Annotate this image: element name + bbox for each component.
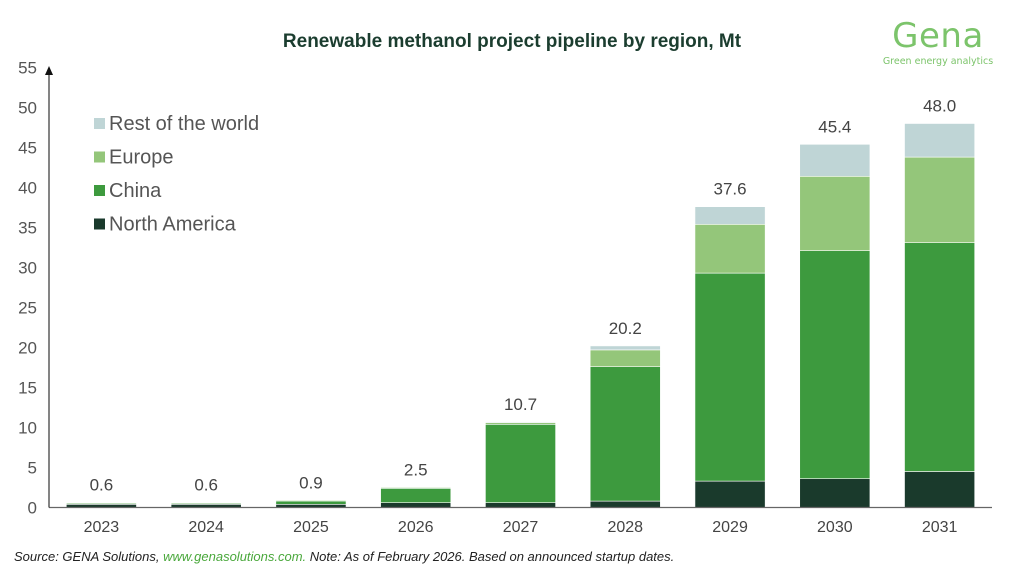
total-data-label: 2.5 xyxy=(404,461,428,480)
bar-segment-north-america xyxy=(799,478,871,508)
y-axis-arrow-icon xyxy=(45,66,53,75)
x-tick-label: 2025 xyxy=(293,519,329,536)
total-data-label: 45.4 xyxy=(818,117,851,136)
legend-swatch xyxy=(94,218,105,230)
y-axis-ticks: 0 5 10 15 20 25 30 35 40 45 50 55 xyxy=(18,59,37,518)
bar-segment-europe xyxy=(275,499,347,502)
bars xyxy=(65,123,976,508)
y-tick-label: 0 xyxy=(28,499,37,518)
source-prefix: Source: GENA Solutions, xyxy=(14,549,164,564)
bar-segment-china xyxy=(904,242,976,472)
y-tick-label: 50 xyxy=(18,99,37,118)
y-tick-label: 40 xyxy=(18,179,37,198)
y-tick-label: 45 xyxy=(18,139,37,158)
bar-segment-china xyxy=(485,423,556,503)
legend-item: North America xyxy=(94,214,237,236)
bar-segment-europe xyxy=(694,224,766,274)
total-data-label: 20.2 xyxy=(609,319,642,338)
legend-item: Europe xyxy=(94,147,174,169)
bar-segment-europe xyxy=(904,156,976,244)
total-data-label: 0.6 xyxy=(90,476,114,495)
bar-segment-europe xyxy=(799,176,871,252)
bar-segment-europe xyxy=(589,349,661,367)
x-tick-label: 2024 xyxy=(188,519,224,536)
bar-segment-europe xyxy=(380,487,452,489)
bar-segment-rest-of-the-world xyxy=(799,144,871,177)
bar-segment-europe xyxy=(170,502,242,504)
y-tick-label: 25 xyxy=(18,299,37,318)
gena-logo: Gena Green energy analytics xyxy=(868,18,1008,67)
legend-label: North America xyxy=(109,214,237,236)
bar-segment-china xyxy=(380,487,452,503)
total-data-label: 48.0 xyxy=(923,97,956,116)
bar-segment-rest-of-the-world xyxy=(589,345,661,351)
note-text: Note: As of February 2026. Based on anno… xyxy=(306,549,675,564)
y-tick-label: 30 xyxy=(18,259,37,278)
total-data-label: 37.6 xyxy=(714,180,747,199)
bar-segment-rest-of-the-world xyxy=(904,123,976,158)
chart-title: Renewable methanol project pipeline by r… xyxy=(282,31,742,52)
bar-segment-north-america xyxy=(589,500,661,508)
legend-item: Rest of the world xyxy=(94,113,259,135)
x-tick-label: 2029 xyxy=(712,519,748,536)
total-data-label: 0.9 xyxy=(299,473,323,492)
x-tick-label: 2030 xyxy=(817,519,853,536)
x-tick-label: 2023 xyxy=(84,519,120,536)
x-tick-label: 2027 xyxy=(503,519,539,536)
legend-swatch xyxy=(94,151,105,163)
logo-wordmark: Gena xyxy=(892,16,984,56)
y-tick-label: 20 xyxy=(18,339,37,358)
legend-swatch xyxy=(94,118,105,129)
bar-segment-rest-of-the-world xyxy=(694,206,766,225)
x-axis-labels: 2023 2024 2025 2026 2027 2028 2029 2030 2031 xyxy=(84,519,958,536)
source-note: Source: GENA Solutions, www.genasolution… xyxy=(14,549,674,564)
bar-segment-north-america xyxy=(694,480,766,508)
legend-label: Rest of the world xyxy=(109,113,259,135)
total-data-label: 10.7 xyxy=(504,395,537,414)
source-link[interactable]: www.genasolutions.com. xyxy=(163,549,307,564)
x-tick-label: 2026 xyxy=(398,519,434,536)
y-tick-label: 55 xyxy=(18,59,37,78)
legend-label: China xyxy=(109,180,162,202)
bar-segment-north-america xyxy=(485,502,556,508)
bar-segment-rest-of-the-world xyxy=(485,421,556,423)
y-tick-label: 5 xyxy=(28,459,37,478)
y-tick-label: 35 xyxy=(18,219,37,238)
total-data-label: 0.6 xyxy=(194,476,218,495)
bar-segment-north-america xyxy=(904,471,976,508)
logo-tagline: Green energy analytics xyxy=(882,56,994,67)
legend-swatch xyxy=(94,185,105,196)
x-tick-label: 2028 xyxy=(607,519,643,536)
total-labels: 0.6 0.6 0.9 2.5 10.7 20.2 37.6 45.4 48.0 xyxy=(90,97,957,495)
bar-segment-china xyxy=(589,366,661,502)
legend-label: Europe xyxy=(109,147,174,169)
bar-segment-china xyxy=(694,272,766,482)
bar-segment-europe xyxy=(65,502,137,504)
bar-segment-north-america xyxy=(380,502,452,508)
x-tick-label: 2031 xyxy=(922,519,958,536)
legend-item: China xyxy=(94,180,162,202)
legend: Rest of the world Europe China North Americ… xyxy=(94,113,259,236)
y-tick-label: 15 xyxy=(18,379,37,398)
bar-segment-china xyxy=(799,250,871,479)
y-tick-label: 10 xyxy=(18,419,37,438)
